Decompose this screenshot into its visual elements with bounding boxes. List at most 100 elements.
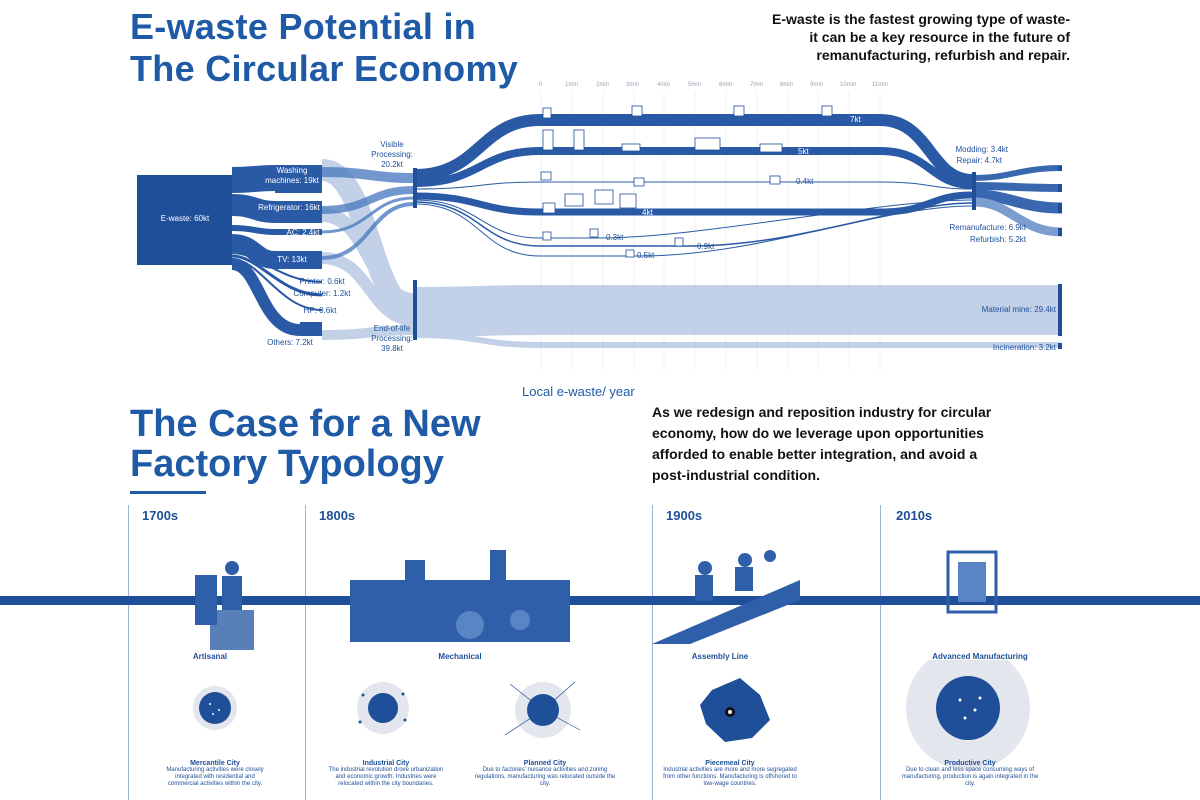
flow-source-product xyxy=(230,258,301,336)
era-label-2010s: 2010s xyxy=(896,508,933,523)
product-node xyxy=(275,229,322,235)
time-tick: 0 xyxy=(539,82,543,88)
time-tick: 10min xyxy=(840,82,857,88)
flow-0.9kt xyxy=(414,201,973,247)
device-icon xyxy=(733,105,745,117)
visible-processing-node xyxy=(413,168,417,208)
device-icon xyxy=(769,175,781,185)
visible-processing-label: Visible Processing: 20.2kt xyxy=(371,140,413,169)
mechanical-illustration xyxy=(350,550,570,642)
mercantile-city-diagram xyxy=(193,686,237,730)
device-icon xyxy=(573,129,585,151)
era-label-1900s: 1900s xyxy=(666,508,703,523)
artisan-illustration xyxy=(195,561,254,650)
flow-value-label: 0.4kt xyxy=(796,177,814,186)
device-icon xyxy=(619,193,637,209)
flow-source-product xyxy=(231,234,276,269)
flow-source-product xyxy=(231,225,276,235)
section-title: The Case for a New Factory Typology xyxy=(130,403,481,485)
product-label-ac: AC: 2.4kt xyxy=(286,228,320,237)
outcome-label-remanufacture: Remanufacture: 6.9kt xyxy=(949,223,1026,232)
incineration-node xyxy=(1058,343,1062,349)
city-title: Productive City xyxy=(944,760,996,767)
axis-label: Local e-waste/ year xyxy=(522,384,635,399)
product-label-computer: Computer: 1.2kt xyxy=(293,289,351,298)
city-title: Industrial City xyxy=(362,760,410,767)
flow-to-eol xyxy=(321,325,415,340)
main-title: E-waste Potential in The Circular Econom… xyxy=(130,6,519,89)
3d-printer-illustration xyxy=(946,550,998,614)
product-label-washing: Washing machines: 19kt xyxy=(265,166,319,185)
era-divider xyxy=(880,505,881,800)
device-icon xyxy=(589,228,599,238)
flow-source-product xyxy=(231,254,323,297)
device-icon xyxy=(540,171,552,181)
device-icon xyxy=(759,143,783,153)
city-description: Due to factories' nuisance activities an… xyxy=(474,767,616,787)
end-of-life-flows xyxy=(320,159,1060,348)
flow-5kt xyxy=(414,147,973,189)
flow-value-label: 7kt xyxy=(850,115,861,124)
city-caption-industrial: Industrial City The industrial revolutio… xyxy=(326,760,446,788)
industrial-city-diagram xyxy=(357,682,409,734)
city-description: Industrial activities are more and more … xyxy=(663,767,797,787)
product-node xyxy=(300,322,322,336)
time-tick: 5min xyxy=(688,82,702,88)
device-icon xyxy=(542,231,552,241)
device-icon xyxy=(694,137,721,151)
city-description: The industrial revolution drove urbaniza… xyxy=(328,767,444,787)
device-icon xyxy=(633,177,645,187)
assembly-line-illustration xyxy=(652,550,800,644)
era-label-1700s: 1700s xyxy=(142,508,179,523)
flow-0.5kt xyxy=(414,203,973,257)
flow-value-label: 0.5kt xyxy=(637,251,655,260)
flow-to-eol xyxy=(321,252,415,326)
flow-4kt xyxy=(414,191,973,216)
visible-processing-flows xyxy=(414,114,973,257)
outcome-label-incineration: Incineration: 3.2kt xyxy=(992,343,1056,352)
era-divider xyxy=(305,505,306,800)
flow-remanufacture xyxy=(974,189,1063,214)
typology-assembly-line: Assembly Line xyxy=(691,652,749,661)
outcome-label-refurbish: Refurbish: 5.2kt xyxy=(969,235,1026,244)
time-tick: 3min xyxy=(626,82,640,88)
device-icon xyxy=(564,193,584,207)
era-label-1800s: 1800s xyxy=(319,508,356,523)
repair-node xyxy=(1058,184,1062,192)
eol-processing-node xyxy=(413,280,417,340)
ewaste-sankey-diagram xyxy=(137,92,1063,370)
flow-material-mine xyxy=(414,285,1060,337)
city-title: Planned City xyxy=(523,760,567,767)
city-caption-piecemeal: Piecemeal City Industrial activities are… xyxy=(660,760,800,788)
device-icon xyxy=(621,143,641,152)
city-diagrams xyxy=(193,660,1030,770)
typology-artisanal: Artisanal xyxy=(192,652,228,661)
era-illustrations xyxy=(195,550,998,650)
time-tick: 2min xyxy=(596,82,610,88)
flow-to-visible xyxy=(321,196,415,234)
time-tick: 6min xyxy=(719,82,733,88)
remanufacture-node xyxy=(1058,203,1062,213)
flow-to-visible xyxy=(321,167,415,183)
intro-blurb: E-waste is the fastest growing type of w… xyxy=(772,11,1070,63)
city-title: Piecemeal City xyxy=(705,760,755,767)
flow-to-visible xyxy=(321,186,415,214)
flow-source-product xyxy=(231,252,323,283)
device-icon xyxy=(542,202,556,214)
flow-value-label: 4kt xyxy=(642,208,653,217)
flow-0.3kt xyxy=(414,199,973,239)
planned-city-diagram xyxy=(504,681,581,738)
time-tick: 11min xyxy=(872,82,888,88)
device-icon xyxy=(542,107,552,119)
outcome-flows xyxy=(974,165,1063,237)
city-description: Manufacturing activities were closely in… xyxy=(166,767,264,787)
flow-7kt xyxy=(414,114,973,186)
flow-incineration xyxy=(414,332,1060,348)
flow-to-visible xyxy=(321,202,415,260)
title-underline xyxy=(130,491,206,494)
product-node xyxy=(275,251,322,269)
city-caption-productive: Productive City Due to clean and less sp… xyxy=(900,760,1040,788)
flow-to-eol xyxy=(321,208,415,307)
flow-value-label: 5kt xyxy=(798,147,809,156)
flow-modding xyxy=(974,165,1063,181)
